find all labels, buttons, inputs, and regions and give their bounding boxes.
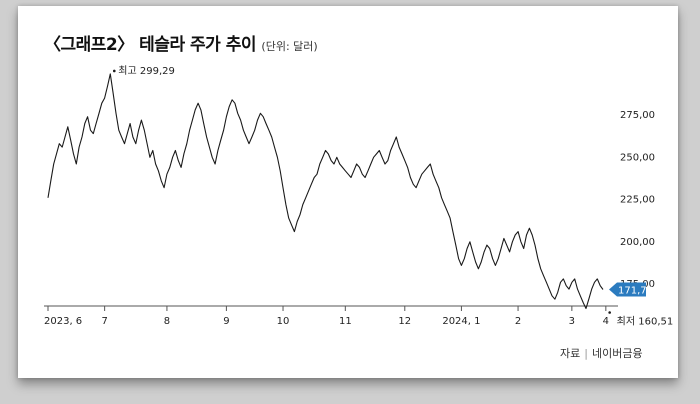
x-tick-label: 7: [101, 316, 107, 327]
max-point-marker: [112, 69, 116, 73]
x-tick-label: 9: [223, 316, 229, 327]
series-line: [47, 73, 604, 310]
y-tick-label: 200,00: [620, 237, 655, 248]
y-tick-label: 225,00: [620, 195, 655, 206]
x-tick-label: 12: [398, 316, 411, 327]
x-tick-label: 2023, 6: [44, 316, 82, 327]
x-tick-label: 11: [339, 316, 352, 327]
min-point-marker: [608, 311, 611, 314]
source-name: 네이버금융: [591, 347, 643, 360]
x-tick-label: 2: [515, 316, 521, 327]
source-separator: |: [584, 347, 588, 360]
y-tick-label: 250,00: [620, 152, 655, 163]
chart-title-text: 〈그래프2〉 테슬라 주가 추이: [44, 35, 256, 55]
x-tick-label: 10: [277, 316, 290, 327]
chart-card: 〈그래프2〉 테슬라 주가 추이 (단위: 달러) 2023, 6 7 8 9 10 11…: [18, 6, 678, 378]
last-value-badge: [609, 282, 646, 297]
unit-label: (단위: 달러): [261, 40, 318, 53]
y-tick-label: 275,00: [620, 110, 655, 121]
min-annotation-label: 최저 160,51: [617, 315, 674, 327]
last-value-label: 171,76: [618, 285, 653, 296]
source-label: 자료: [560, 347, 581, 360]
x-tick-label: 3: [569, 316, 575, 327]
x-tick-label: 2024, 1: [442, 316, 480, 327]
max-annotation-label: 최고 299,29: [118, 65, 175, 77]
line-chart: 2023, 6 7 8 9 10 11 12 2024, 1 2 3 4 275,00 250,00 22…: [44, 65, 674, 327]
x-tick-label: 8: [164, 316, 170, 327]
source-credit: 자료 | 네이버금융: [560, 345, 643, 361]
chart-title: 〈그래프2〉 테슬라 주가 추이 (단위: 달러): [44, 30, 318, 55]
x-tick-label: 4: [603, 316, 609, 327]
